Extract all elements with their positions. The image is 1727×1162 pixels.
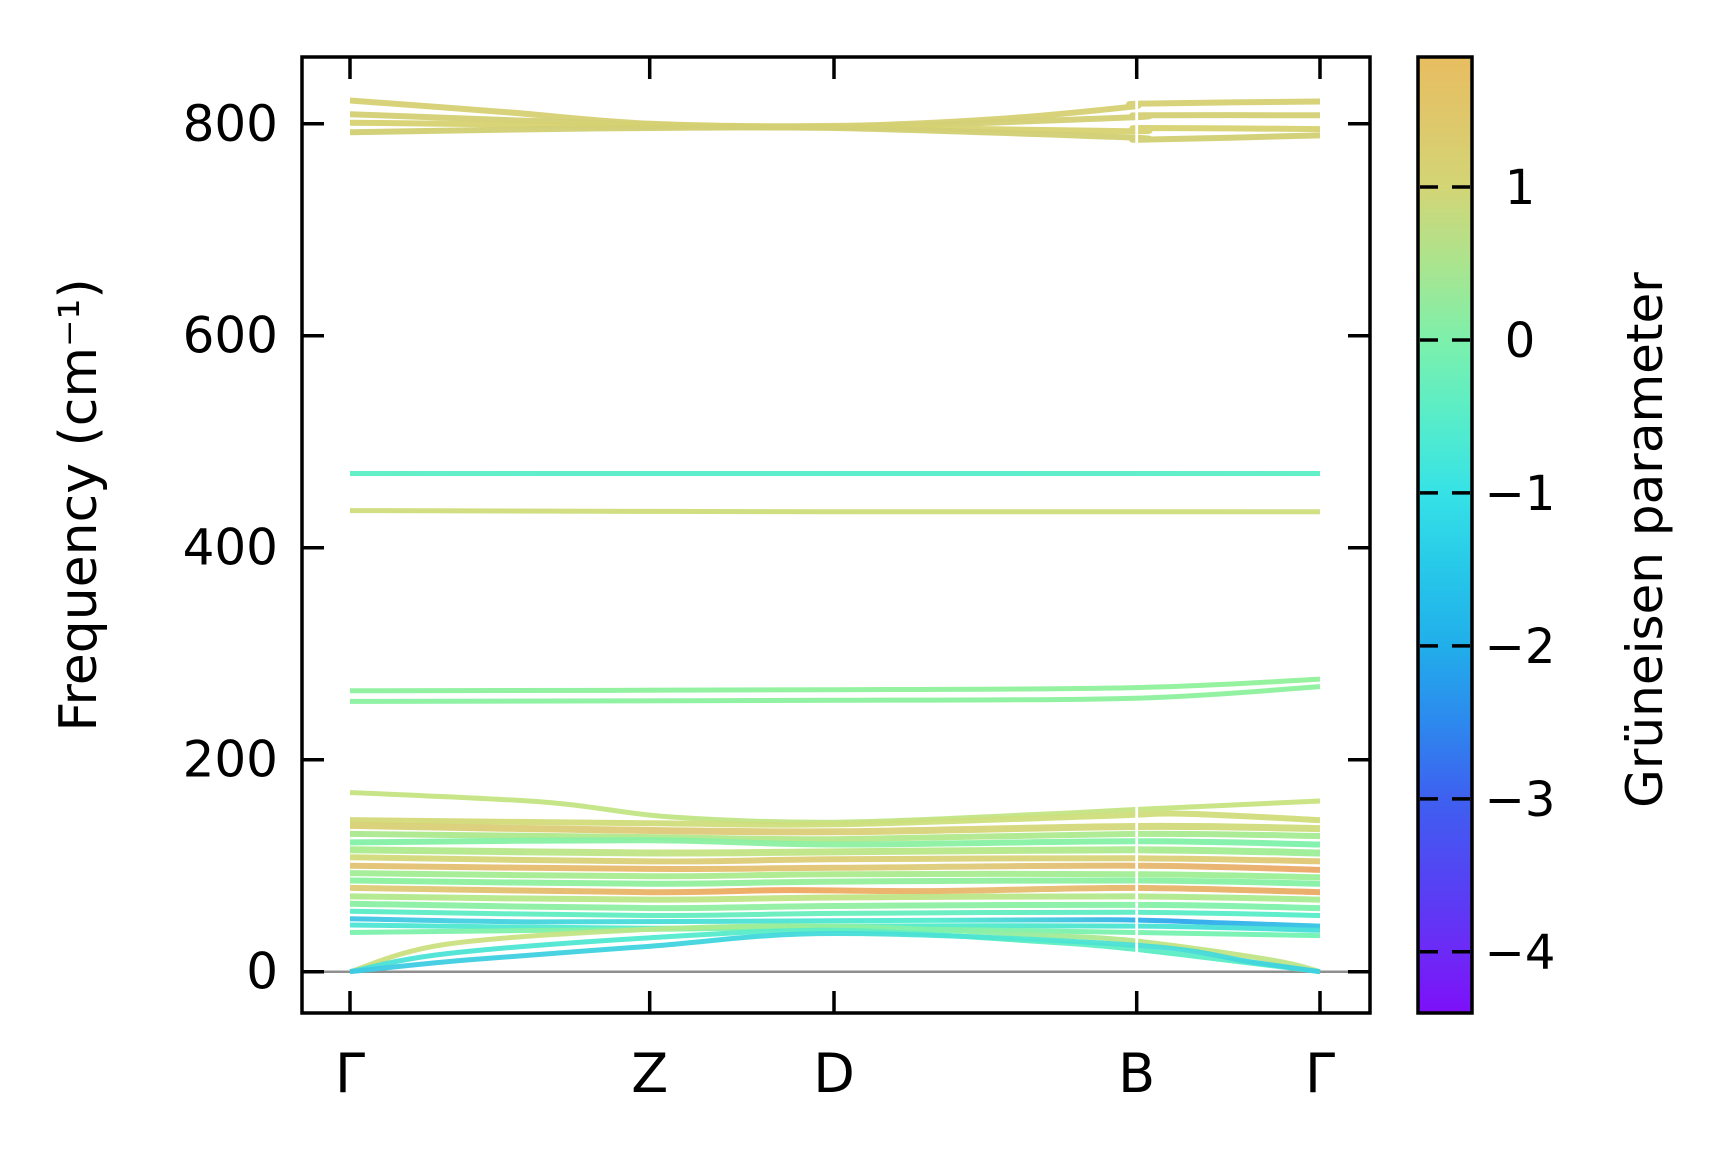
colorbar-label: Grüneisen parameter	[1616, 272, 1674, 808]
band-line	[349, 854, 1321, 865]
y-tick-label: 400	[183, 519, 278, 577]
k-point-label: B	[1118, 1042, 1155, 1105]
y-tick-label: 800	[183, 95, 278, 153]
b-point-discontinuity-layer	[1135, 89, 1139, 968]
band-line	[349, 846, 1321, 857]
colorbar-tick-label: 1	[1505, 160, 1536, 216]
colorbar-tick-label: −2	[1485, 619, 1556, 675]
axis-tick-labels-layer: 0 200 400 600 800 Γ Z D B Γ	[183, 95, 1335, 1105]
k-point-label: Γ	[335, 1042, 365, 1105]
band-line	[349, 908, 1321, 919]
k-point-label: Γ	[1305, 1042, 1335, 1105]
k-point-label: Z	[631, 1042, 668, 1105]
y-tick-label: 600	[183, 307, 278, 365]
band-line	[349, 508, 1321, 515]
band-line	[349, 900, 1321, 912]
band-break-top	[1135, 89, 1139, 148]
colorbar-ticks	[1420, 185, 1470, 954]
band-line	[349, 893, 1321, 903]
band-break-bottom	[1135, 785, 1139, 968]
colorbar-tick-labels: 1 0 −1 −2 −3 −4	[1485, 160, 1556, 981]
band-line	[349, 830, 1321, 843]
y-axis-label: Frequency (cm⁻¹)	[49, 278, 109, 731]
colorbar-tick-label: −3	[1485, 772, 1556, 828]
band-line	[349, 124, 1321, 143]
band-line	[349, 810, 1321, 828]
band-line	[349, 916, 1321, 929]
band-line	[349, 870, 1321, 881]
band-line	[349, 923, 1321, 975]
band-line	[349, 676, 1321, 694]
axis-ticks-layer	[302, 57, 1370, 1013]
k-point-label: D	[813, 1042, 855, 1105]
y-tick-label: 200	[183, 731, 278, 789]
band-lines-layer	[349, 97, 1321, 975]
colorbar-tick-label: 0	[1505, 313, 1536, 369]
band-line	[349, 884, 1321, 896]
band-line	[349, 862, 1321, 873]
band-line	[349, 684, 1321, 704]
band-line	[349, 930, 1321, 975]
band-line	[349, 821, 1321, 836]
plot-frame	[300, 55, 1372, 1015]
y-tick-label: 0	[246, 943, 278, 1001]
colorbar-tick-label: −4	[1485, 925, 1556, 981]
band-line	[349, 877, 1321, 887]
colorbar: 1 0 −1 −2 −3 −4 Grüneisen parameter	[1416, 55, 1674, 1015]
colorbar-tick-label: −1	[1485, 466, 1556, 522]
band-line	[349, 837, 1321, 848]
band-line	[349, 790, 1321, 825]
colorbar-gradient	[1416, 55, 1474, 1015]
